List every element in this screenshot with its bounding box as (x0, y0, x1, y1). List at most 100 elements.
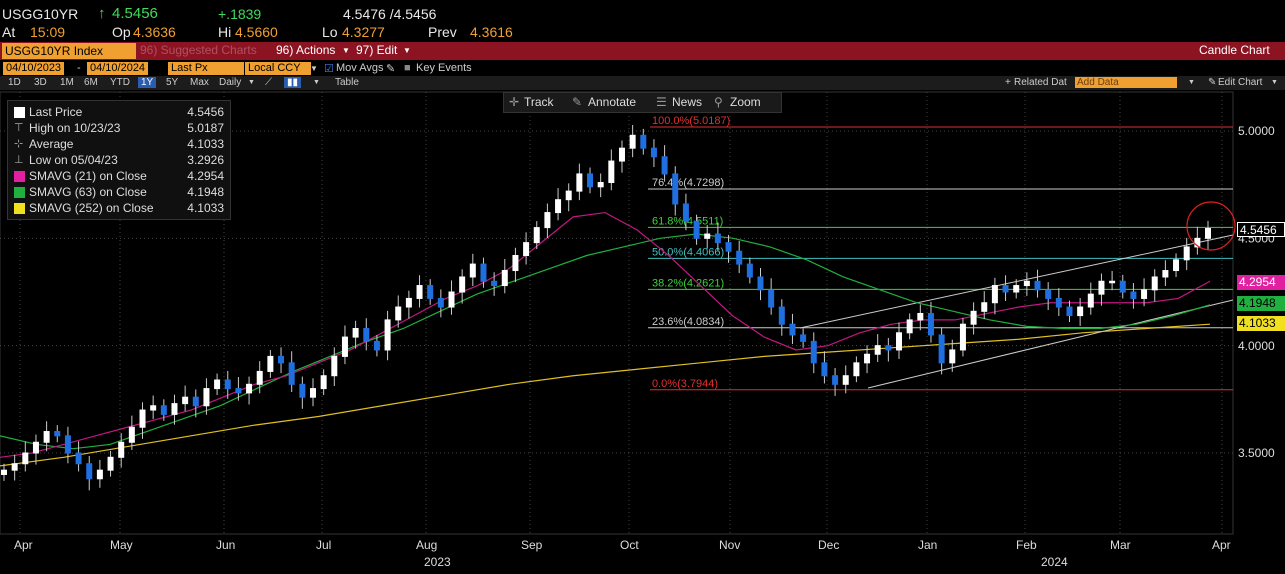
y-tick-label: 3.5000 (1238, 446, 1275, 460)
candle-body (214, 379, 221, 390)
candle-body (1087, 293, 1094, 308)
candle-body (341, 336, 348, 357)
candle-body (1034, 280, 1041, 291)
candle-body (373, 340, 380, 351)
annotate-icon[interactable]: ✎ (572, 95, 583, 109)
date-separator: - (77, 62, 81, 74)
candle-body (107, 456, 114, 471)
x-tick-label: Mar (1110, 538, 1131, 552)
candle-body (11, 463, 18, 471)
candle-body (352, 327, 359, 338)
period-6m[interactable]: 6M (84, 77, 98, 88)
candle-body (86, 463, 93, 480)
candle-body (991, 285, 998, 304)
start-date-field[interactable]: 04/10/2023 (3, 62, 65, 75)
candle-body (618, 147, 625, 162)
suggested-charts-menu[interactable]: 96) Suggested Charts (140, 43, 257, 57)
legend-value: 4.2954 (187, 169, 224, 183)
zoom-button[interactable]: Zoom (730, 95, 761, 109)
track-button[interactable]: Track (524, 95, 554, 109)
candle-body (267, 355, 274, 372)
edit-chart-button[interactable]: Edit Chart (1218, 77, 1263, 88)
x-tick-label: Sep (521, 538, 543, 552)
legend-row: SMAVG (252) on Close 4.1033 (14, 201, 228, 217)
edit-chart-dropdown-icon[interactable]: ▼ (1271, 79, 1278, 86)
period-1y[interactable]: 1Y (138, 77, 157, 88)
candle-body (821, 362, 828, 377)
legend-name: SMAVG (21) on Close (29, 169, 147, 183)
candle-body (1151, 276, 1158, 291)
related-data-label: Related Dat (1014, 77, 1067, 88)
actions-menu[interactable]: 96) Actions (276, 43, 336, 57)
news-icon[interactable]: ☰ (656, 95, 667, 109)
candle-body (746, 263, 753, 278)
pencil-icon[interactable]: ✎ (386, 63, 396, 75)
add-data-input[interactable]: Add Data (1075, 77, 1177, 88)
x-tick-label: Apr (1212, 538, 1231, 552)
actions-dropdown-icon[interactable]: ▼ (342, 46, 350, 55)
frequency-select[interactable]: Daily (219, 77, 242, 88)
candle-body (288, 362, 295, 385)
period-5y[interactable]: 5Y (166, 77, 179, 88)
year-label: 2023 (424, 555, 451, 569)
period-1d[interactable]: 1D (8, 77, 21, 88)
ticker-symbol: USGG10YR (2, 6, 79, 22)
legend-name: Average (29, 137, 74, 151)
candle-style-icon[interactable]: ▮▮ (284, 77, 302, 88)
mov-avgs-checkbox[interactable]: ☑ (324, 63, 334, 75)
zoom-icon[interactable]: ⚲ (714, 95, 723, 109)
legend-name: SMAVG (63) on Close (29, 185, 147, 199)
candle-body (235, 388, 242, 394)
crosshair-icon[interactable]: ✛ (509, 95, 520, 109)
candle-body (842, 375, 849, 385)
candle-body (363, 327, 370, 342)
period-1m[interactable]: 1M (60, 77, 74, 88)
table-button[interactable]: Table (335, 77, 359, 88)
candle-body (54, 431, 61, 437)
style-dropdown-icon[interactable]: ▼ (313, 79, 320, 86)
security-input[interactable]: USGG10YR Index (2, 43, 136, 59)
candle-body (256, 370, 263, 385)
currency-dropdown-icon[interactable]: ▼ (310, 64, 318, 73)
line-style-icon[interactable]: ⟋ (265, 77, 272, 88)
low-marker-icon: ⊥ (14, 154, 24, 166)
plus-icon[interactable]: + (1005, 77, 1011, 88)
period-ytd[interactable]: YTD (110, 77, 130, 88)
period-max[interactable]: Max (190, 77, 209, 88)
chart-legend: Last Price 4.5456 ⊤ High on 10/23/23 5.0187… (7, 100, 231, 220)
field-select[interactable]: Last Px (168, 62, 244, 75)
add-data-dropdown-icon[interactable]: ▼ (1188, 79, 1195, 86)
candle-body (139, 409, 146, 428)
candle-body (192, 396, 199, 407)
x-tick-label: Aug (416, 538, 438, 552)
candle-body (160, 405, 167, 415)
x-tick-label: May (110, 538, 133, 552)
mov-avgs-label[interactable]: Mov Avgs (336, 62, 384, 74)
candle-body (501, 270, 508, 287)
key-events-checkbox[interactable]: ■ (404, 62, 411, 74)
annotate-button[interactable]: Annotate (588, 95, 637, 109)
candle-body (1077, 306, 1084, 317)
low-value: 4.3277 (342, 24, 385, 40)
x-tick-label: Jun (216, 538, 236, 552)
pencil-edit-icon[interactable]: ✎ (1208, 77, 1217, 88)
freq-dropdown-icon[interactable]: ▼ (248, 79, 255, 86)
candle-body (896, 332, 903, 351)
high-label: Hi (218, 24, 232, 40)
key-events-label[interactable]: Key Events (416, 62, 472, 74)
candle-body (1109, 280, 1116, 284)
candle-body (395, 306, 402, 321)
edit-dropdown-icon[interactable]: ▼ (403, 46, 411, 55)
candle-body (416, 285, 423, 299)
end-date-field[interactable]: 04/10/2024 (87, 62, 149, 75)
period-3d[interactable]: 3D (34, 77, 47, 88)
news-button[interactable]: News (672, 95, 703, 109)
candle-body (906, 319, 913, 334)
candle-body (650, 147, 657, 158)
candle-body (1194, 237, 1201, 248)
currency-select[interactable]: Local CCY (245, 62, 311, 75)
edit-menu[interactable]: 97) Edit (356, 43, 398, 57)
net-change: +.1839 (218, 6, 262, 22)
candle-body (224, 379, 231, 390)
